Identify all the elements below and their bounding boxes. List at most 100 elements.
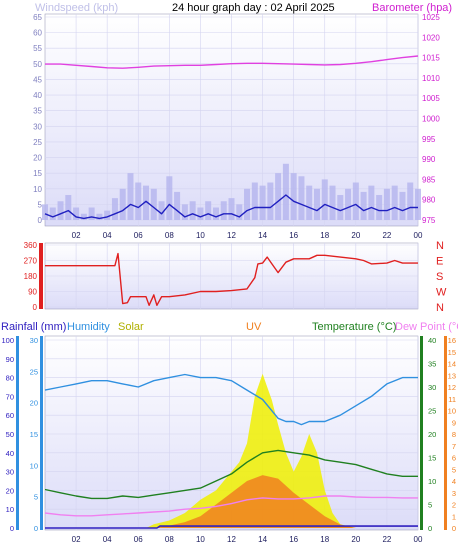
uv-y-tick-label: 15 bbox=[448, 348, 456, 357]
wind-gust-bar bbox=[181, 204, 188, 220]
wind-gust-bar bbox=[298, 176, 305, 220]
wind-gust-bar bbox=[135, 182, 142, 220]
uv-axis-bar bbox=[444, 336, 447, 530]
wind-gust-bar bbox=[275, 173, 282, 220]
humidity-y-tick-label: 5 bbox=[34, 493, 38, 502]
temperature-line bbox=[44, 449, 418, 500]
direction-y-tick-label: 180 bbox=[24, 272, 38, 281]
rain-axis-bar bbox=[16, 336, 19, 530]
climate-x-tick-label: 04 bbox=[103, 535, 112, 544]
climate-x-tick-label: 08 bbox=[165, 535, 174, 544]
wind-gust-bar bbox=[49, 207, 56, 220]
humidity-line bbox=[44, 373, 418, 426]
wind-gust-bar bbox=[80, 213, 87, 220]
wind-x-tick-label: 08 bbox=[165, 231, 174, 240]
wind-y-tick-label: 25 bbox=[33, 138, 42, 147]
temperature-y-tick-label: 20 bbox=[428, 430, 436, 439]
solar-label: Solar bbox=[118, 321, 144, 333]
wind-x-tick-label: 00 bbox=[414, 231, 423, 240]
barometer-y-tick-label: 975 bbox=[422, 216, 436, 225]
rainfall-line bbox=[45, 525, 418, 529]
wind-gust-bar bbox=[360, 191, 367, 220]
climate-x-tick-label: 00 bbox=[414, 535, 423, 544]
compass-label: S bbox=[436, 271, 443, 283]
rain-y-tick-label: 50 bbox=[6, 430, 14, 439]
wind-gust-bar bbox=[337, 195, 344, 220]
barometer-y-tick-label: 990 bbox=[422, 155, 436, 164]
wind-y-tick-label: 45 bbox=[33, 75, 42, 84]
uv-y-tick-label: 2 bbox=[452, 501, 456, 510]
barometer-line bbox=[45, 55, 419, 69]
climate-x-tick-label: 18 bbox=[320, 535, 329, 544]
humidity-label: Humidity bbox=[67, 321, 110, 333]
wind-gust-bar bbox=[197, 207, 204, 220]
temperature-axis-bar bbox=[420, 336, 423, 530]
barometer-y-tick-label: 1010 bbox=[422, 74, 440, 83]
uv-y-tick-label: 7 bbox=[452, 442, 456, 451]
temperature-y-tick-label: 15 bbox=[428, 454, 436, 463]
direction-y-tick-label: 360 bbox=[24, 241, 38, 250]
wind-gust-bar bbox=[376, 195, 383, 220]
compass-label: E bbox=[436, 256, 443, 268]
temperature-label: Temperature (°C) bbox=[312, 321, 396, 333]
wind-x-tick-label: 14 bbox=[258, 231, 267, 240]
wind-gust-bar bbox=[345, 188, 352, 220]
graph-title: 24 hour graph day : 02 April 2025 bbox=[172, 2, 335, 14]
uv-y-tick-label: 4 bbox=[452, 477, 456, 486]
wind-gust-bar bbox=[391, 185, 398, 220]
wind-x-tick-label: 04 bbox=[103, 231, 112, 240]
uv-y-tick-label: 11 bbox=[448, 395, 456, 404]
barometer-y-tick-label: 1000 bbox=[422, 115, 440, 124]
humidity-y-tick-label: 0 bbox=[34, 524, 38, 533]
uv-y-tick-label: 1 bbox=[452, 512, 456, 521]
climate-x-tick-label: 22 bbox=[382, 535, 391, 544]
uv-label: UV bbox=[246, 321, 262, 333]
compass-label: N bbox=[436, 302, 444, 314]
uv-area bbox=[45, 475, 418, 528]
uv-y-tick-label: 14 bbox=[448, 360, 456, 369]
wind-gust-bar bbox=[407, 182, 414, 220]
wind-y-tick-label: 65 bbox=[33, 13, 42, 22]
humidity-axis-bar bbox=[40, 336, 43, 530]
wind-gust-bar bbox=[158, 201, 165, 220]
temperature-y-tick-label: 5 bbox=[428, 501, 432, 510]
wind-gust-bar bbox=[368, 185, 375, 220]
wind-gust-bar bbox=[306, 185, 313, 220]
humidity-y-tick-label: 15 bbox=[30, 430, 38, 439]
rain-y-tick-label: 30 bbox=[6, 468, 14, 477]
uv-y-tick-label: 0 bbox=[452, 524, 456, 533]
direction-y-tick-label: 270 bbox=[24, 257, 38, 266]
wind-gust-bar bbox=[236, 204, 243, 220]
wind-y-tick-label: 30 bbox=[33, 122, 42, 131]
windspeed-label: Windspeed (kph) bbox=[35, 2, 118, 14]
wind-gust-bar bbox=[282, 163, 289, 220]
wind-x-tick-label: 20 bbox=[351, 231, 360, 240]
barometer-y-tick-label: 980 bbox=[422, 196, 436, 205]
temperature-y-tick-label: 30 bbox=[428, 383, 436, 392]
temperature-y-tick-label: 35 bbox=[428, 360, 436, 369]
rain-y-tick-label: 90 bbox=[6, 355, 14, 364]
wind-gust-bar bbox=[399, 191, 406, 220]
wind-gust-bar bbox=[329, 185, 336, 220]
wind-gust-bar bbox=[65, 195, 72, 220]
wind-gust-bar bbox=[352, 182, 359, 220]
direction-axis-bar bbox=[39, 243, 43, 309]
wind-gust-bar bbox=[96, 213, 103, 220]
wind-gust-bar bbox=[57, 201, 64, 220]
uv-y-tick-label: 8 bbox=[452, 430, 456, 439]
climate-x-tick-label: 16 bbox=[289, 535, 298, 544]
temperature-y-tick-label: 40 bbox=[428, 336, 436, 345]
direction-y-tick-label: 90 bbox=[28, 288, 37, 297]
wind-gust-bar bbox=[119, 188, 126, 220]
climate-x-tick-label: 14 bbox=[258, 535, 267, 544]
climate-x-tick-label: 02 bbox=[72, 535, 81, 544]
wind-gust-bar bbox=[127, 173, 134, 220]
wind-gust-bar bbox=[220, 201, 227, 220]
wind-gust-bar bbox=[166, 176, 173, 220]
wind-gust-bar bbox=[205, 201, 212, 220]
wind-gust-bar bbox=[189, 201, 196, 220]
wind-x-tick-label: 12 bbox=[227, 231, 236, 240]
wind-gust-bar bbox=[259, 185, 266, 220]
compass-label: W bbox=[436, 287, 447, 299]
